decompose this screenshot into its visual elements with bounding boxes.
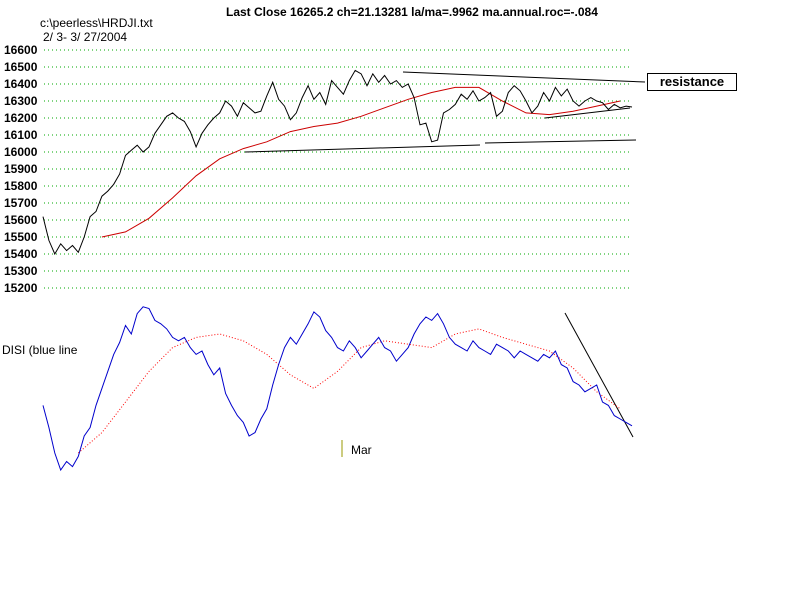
y-tick-label: 16400 bbox=[4, 77, 38, 91]
support-trendline bbox=[244, 144, 481, 153]
y-tick-label: 15500 bbox=[4, 230, 38, 244]
y-axis-ticks: 16600 16500 16400 16300 16200 16100 16000 15900… bbox=[4, 43, 38, 295]
month-label: Mar bbox=[351, 443, 372, 457]
lower-channel-line bbox=[484, 139, 637, 144]
y-tick-label: 15300 bbox=[4, 264, 38, 278]
y-tick-label: 15800 bbox=[4, 179, 38, 193]
y-tick-label: 16200 bbox=[4, 111, 38, 125]
y-tick-label: 16000 bbox=[4, 145, 38, 159]
disi-downtrend-line bbox=[564, 312, 634, 438]
series-lines bbox=[42, 69, 633, 472]
chart-title: Last Close 16265.2 ch=21.13281 la/ma=.99… bbox=[226, 5, 598, 19]
channel-line bbox=[544, 107, 631, 119]
disi-label: DISI (blue line bbox=[2, 343, 78, 357]
disi-line bbox=[42, 306, 633, 472]
resistance-trendline bbox=[402, 71, 646, 83]
y-tick-label: 15200 bbox=[4, 281, 38, 295]
y-tick-label: 15600 bbox=[4, 213, 38, 227]
resistance-label: resistance bbox=[659, 74, 725, 89]
price-line bbox=[42, 69, 633, 256]
y-tick-label: 16300 bbox=[4, 94, 38, 108]
moving-average-line bbox=[101, 86, 621, 238]
y-tick-label: 16100 bbox=[4, 128, 38, 142]
disi-moving-average-line bbox=[77, 328, 621, 454]
data-filename: c:\peerless\HRDJI.txt bbox=[40, 16, 153, 30]
y-tick-label: 15400 bbox=[4, 247, 38, 261]
date-range: 2/ 3- 3/ 27/2004 bbox=[43, 30, 128, 44]
trendlines bbox=[244, 71, 646, 457]
resistance-label-box: resistance bbox=[647, 73, 737, 91]
y-tick-label: 16600 bbox=[4, 43, 38, 57]
y-tick-label: 16500 bbox=[4, 60, 38, 74]
gridlines bbox=[44, 49, 632, 289]
y-tick-label: 15900 bbox=[4, 162, 38, 176]
y-tick-label: 15700 bbox=[4, 196, 38, 210]
